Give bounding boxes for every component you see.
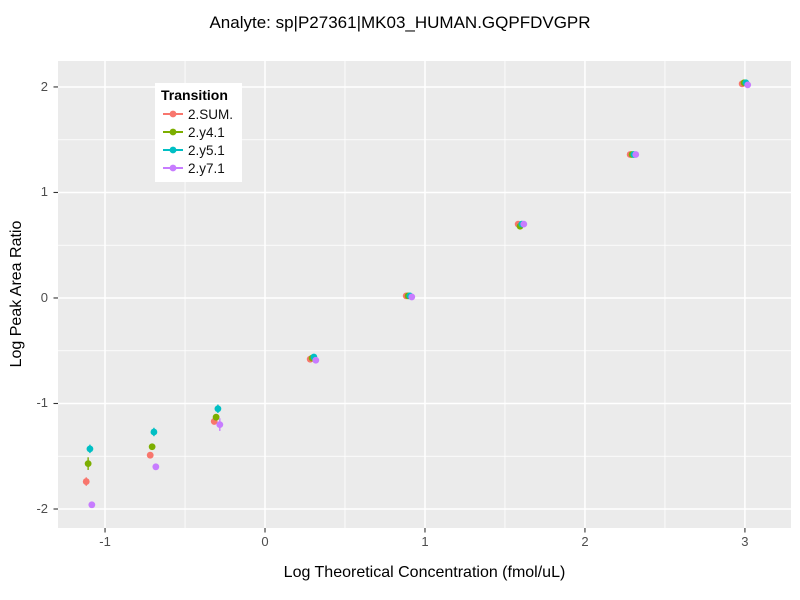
legend-title: Transition [161,87,228,103]
y-tick-label: 2 [40,78,48,94]
data-point [148,443,156,451]
data-point [744,81,752,89]
x-tick-label: 3 [741,534,749,549]
legend-item-label: 2.y4.1 [188,124,225,140]
legend-key-pointrange-icon [163,164,183,172]
legend-item-label: 2.y7.1 [188,160,225,176]
data-point [152,463,160,471]
data-point [216,421,224,428]
data-point [146,451,154,459]
legend-key-pointrange-icon [163,128,183,136]
y-tick-label: -1 [36,395,48,411]
x-tick-label: 2 [581,534,589,549]
legend-item-label: 2.y5.1 [188,142,225,158]
legend: Transition 2.SUM. 2.y4.1 2.y5.1 2.y7.1 [155,83,243,182]
legend-item-label: 2.SUM. [188,106,234,122]
data-point [520,220,528,228]
data-point [84,460,92,468]
data-point [408,293,416,301]
data-point [88,501,96,509]
legend-item: 2.y7.1 [161,159,233,177]
legend-item: 2.y4.1 [161,123,233,141]
x-axis-title: Log Theoretical Concentration (fmol/uL) [283,564,566,581]
legend-key-pointrange-icon [163,146,183,154]
data-point [82,478,90,485]
y-tick-label: -2 [36,501,48,516]
legend-item: 2.y5.1 [161,141,233,159]
data-point [312,356,320,364]
data-point [214,405,222,413]
x-tick-label: -1 [99,534,111,549]
data-point [150,428,158,436]
y-tick-label: 0 [40,289,48,305]
legend-key-pointrange-icon [163,110,183,118]
y-tick-label: 1 [40,184,48,200]
chart-title: Analyte: sp|P27361|MK03_HUMAN.GQPFDVGPR [209,13,591,32]
legend-item: 2.SUM. [161,105,233,123]
x-tick-label: 0 [261,534,269,549]
data-point [86,445,94,453]
data-point [212,413,220,421]
data-point [632,151,640,158]
x-tick-label: 1 [421,534,429,549]
